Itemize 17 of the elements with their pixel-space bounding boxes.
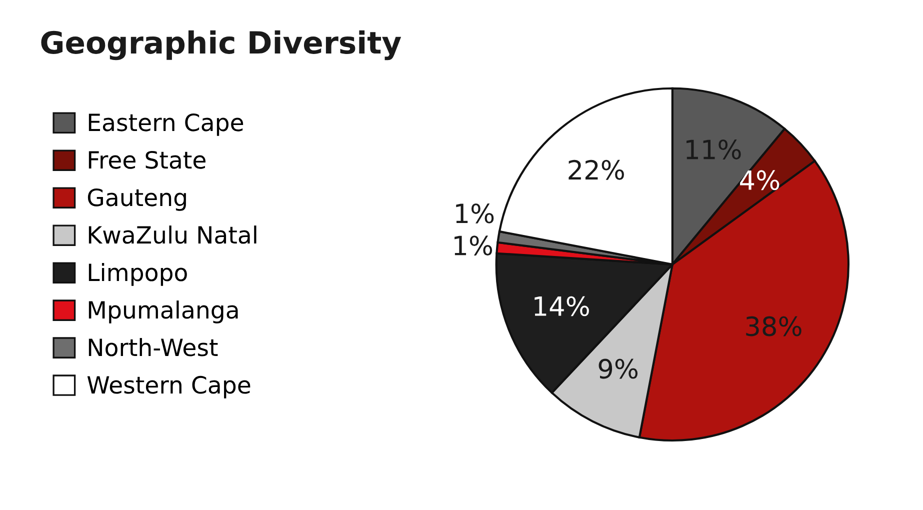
legend-label: Free State [88, 150, 206, 169]
legend-label: Western Cape [87, 376, 250, 398]
legend-label: Eastern Cape [88, 113, 244, 136]
data-label: 38% [746, 316, 802, 336]
legend-label: Mpumalanga [88, 300, 238, 324]
data-label: 22% [568, 160, 624, 180]
legend-label: Gauteng [88, 188, 186, 211]
legend-label: North-West [88, 338, 218, 356]
data-label: 11% [686, 139, 741, 160]
data-label: 9% [598, 358, 638, 379]
legend-label: Limpopo [88, 263, 187, 286]
data-label: 1% [454, 236, 492, 256]
legend-label: KwaZulu Natal [88, 226, 256, 244]
data-label: 1% [456, 203, 494, 224]
data-label: 14% [534, 296, 589, 316]
data-label: 4% [740, 170, 780, 190]
chart-title: Geographic Diversity [41, 30, 402, 60]
